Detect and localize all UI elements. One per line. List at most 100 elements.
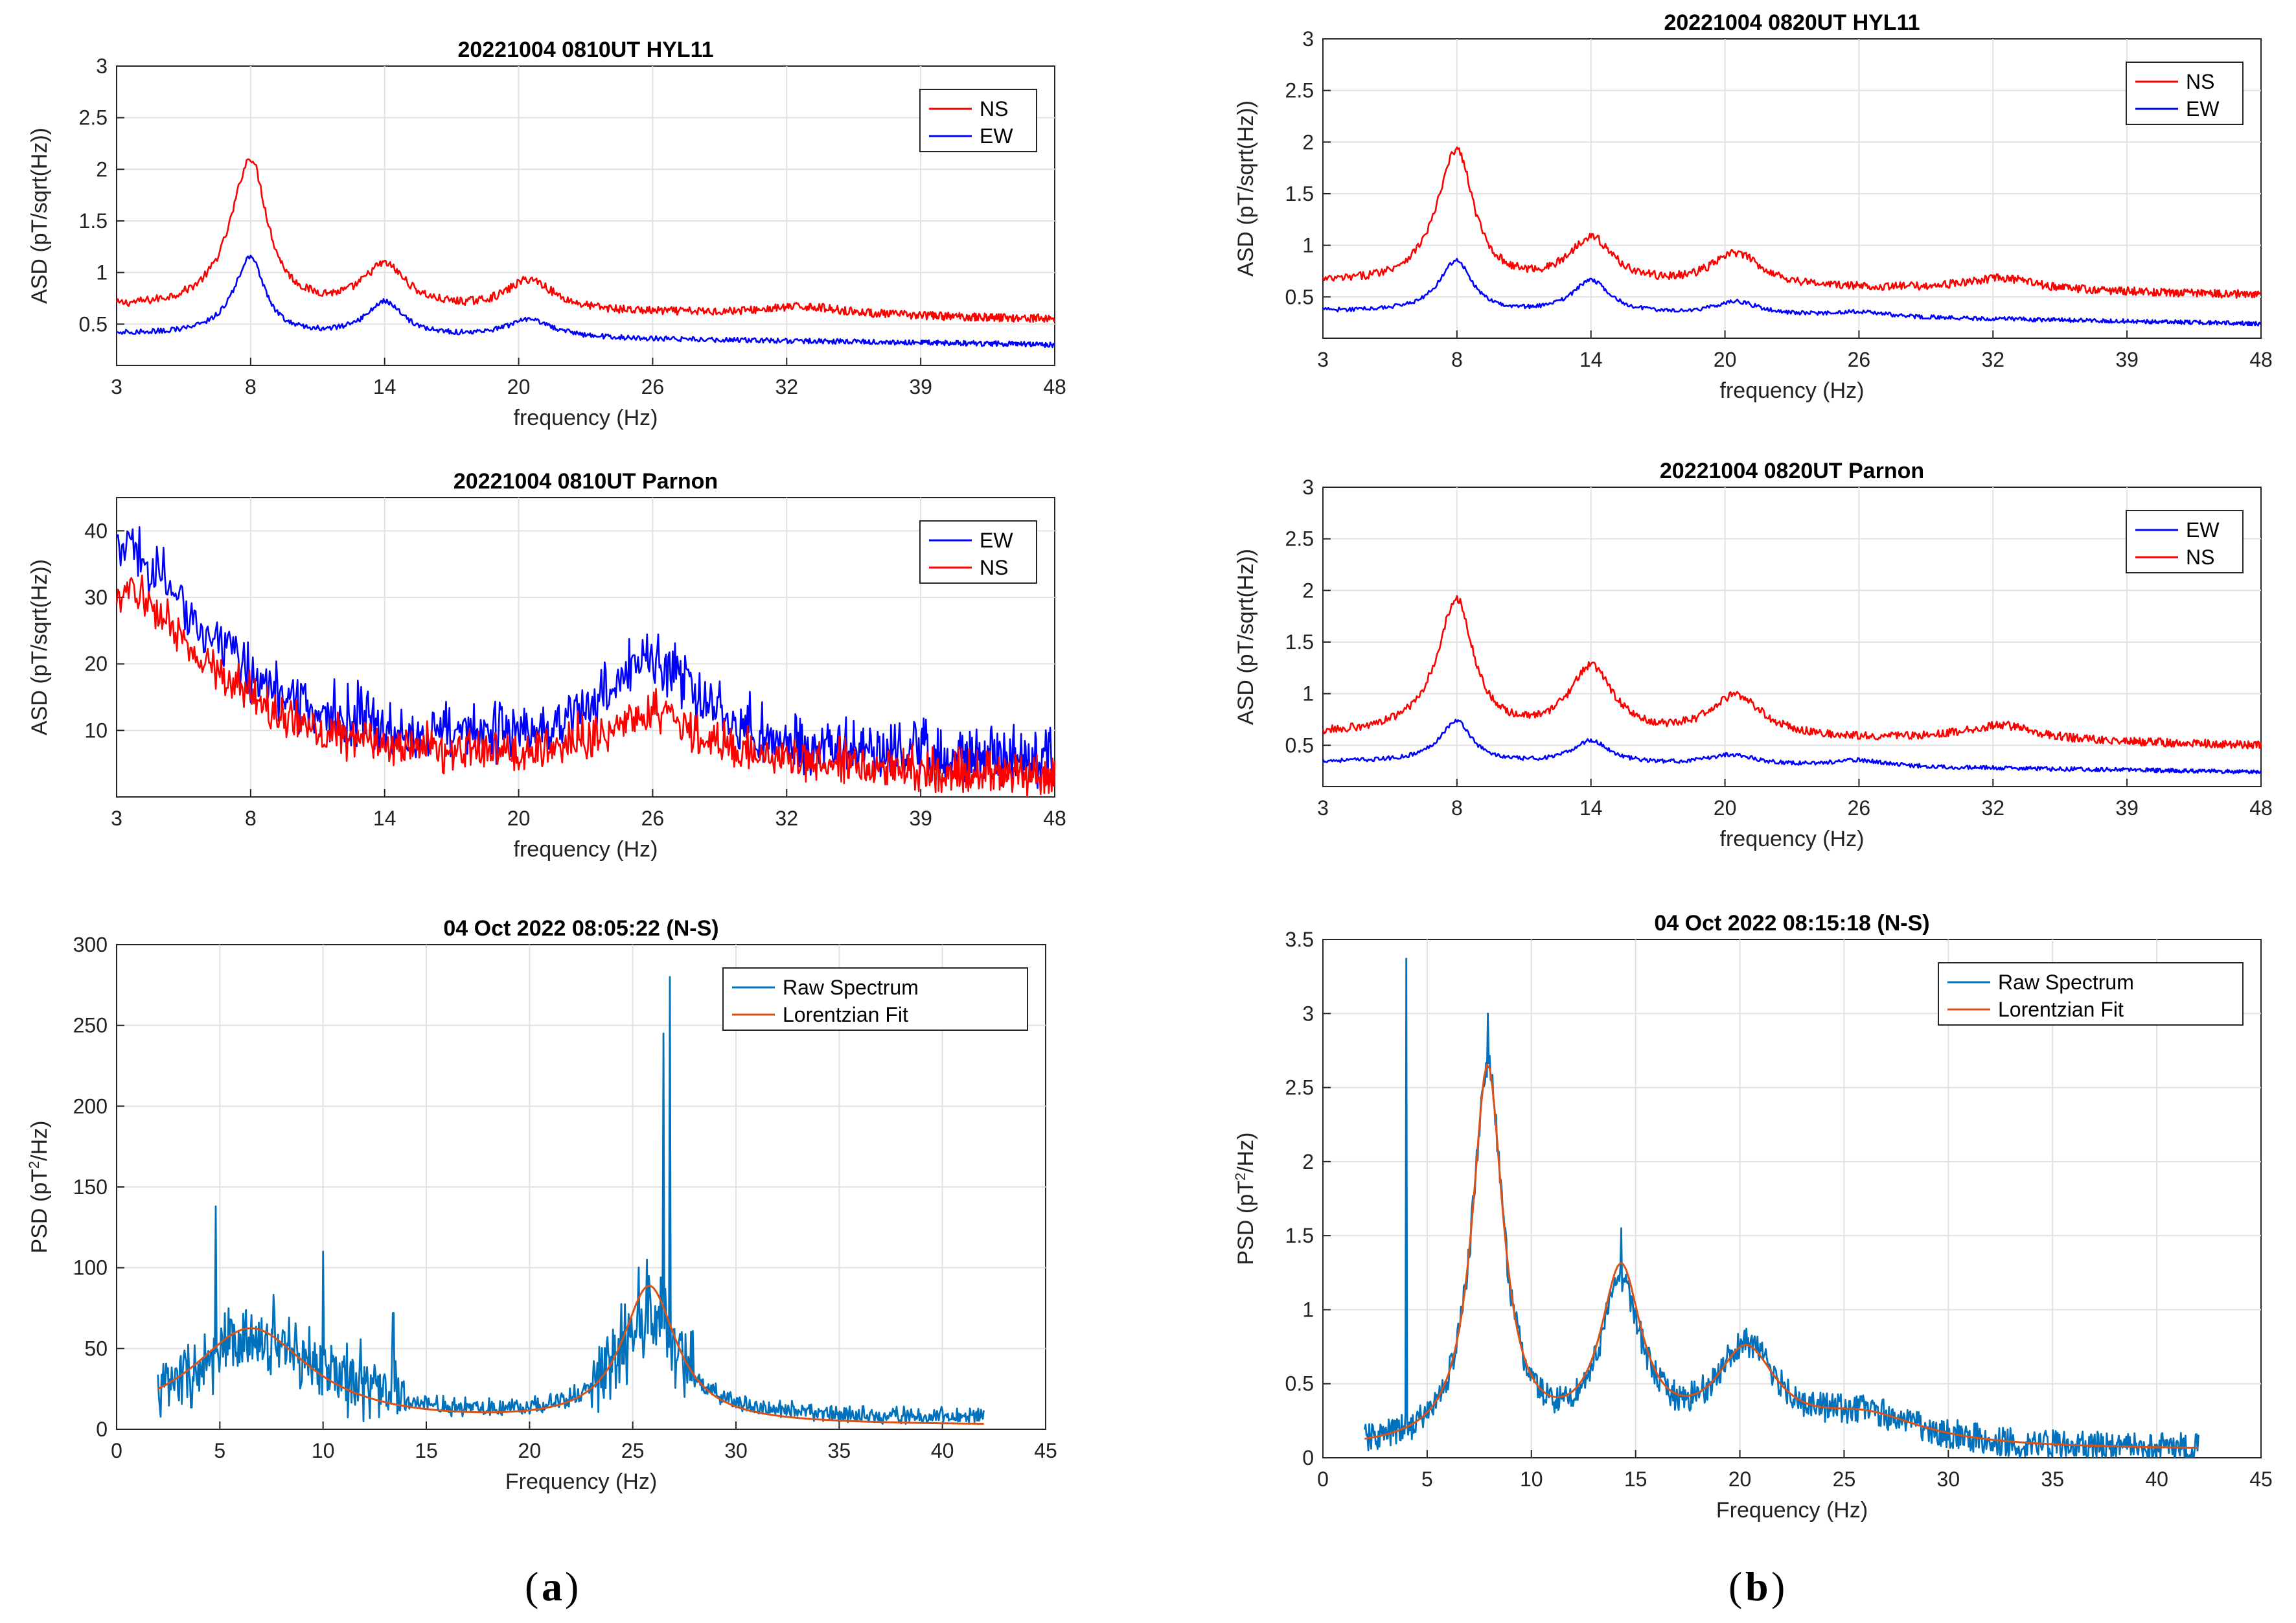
series-line-raw-spectrum [157,976,985,1425]
series-line-ns [1322,595,2262,750]
x-axis-label: Frequency (Hz) [1716,1498,1868,1523]
y-tick-label: 1.5 [1285,1224,1314,1247]
legend: Raw Spectrum Lorentzian Fit [722,967,1028,1031]
x-tick-label: 39 [909,375,932,398]
label-a-open: ( [525,1563,538,1609]
x-tick-label: 14 [373,375,396,398]
y-tick-label: 2 [1302,130,1314,154]
legend: EW NS [919,520,1037,584]
x-tick-label: 26 [1848,796,1871,820]
series-line-ns [115,574,1056,798]
y-tick-label: 1 [1302,1298,1314,1321]
y-tick-label: 250 [73,1014,108,1037]
y-tick-label: 3.5 [1285,928,1314,951]
series-line-lorentzian-fit [1364,1063,2199,1449]
y-tick-label: 0.5 [1285,733,1314,757]
legend: Raw Spectrum Lorentzian Fit [1938,962,2244,1026]
x-tick-label: 45 [1034,1439,1057,1462]
label-b: b [1745,1563,1769,1609]
x-tick-label: 15 [415,1439,438,1462]
legend-entry-raw-spectrum: Raw Spectrum [1998,971,2134,994]
y-axis-label: ASD (pT/sqrt(Hz)) [27,128,52,304]
legend-entry-ns: NS [2186,70,2214,93]
y-tick-label: 0.5 [79,312,108,336]
y-tick-label: 200 [73,1094,108,1118]
y-tick-label: 20 [84,652,108,676]
x-tick-label: 45 [2249,1468,2273,1491]
x-tick-label: 40 [931,1439,954,1462]
y-tick-label: 0.5 [1285,1372,1314,1396]
x-axis-label: Frequency (Hz) [505,1469,657,1494]
chart-b-psd-081518: 0 5 10 15 20 25 30 35 40 45 0 0.5 1 1.5 2 2.5 3 3.5 04 Oct… [1232,911,2273,1523]
x-tick-label: 35 [2041,1468,2064,1491]
x-tick-label: 5 [214,1439,225,1462]
y-tick-label: 1.5 [1285,182,1314,205]
series-line-ns [1322,146,2262,299]
y-tick-label: 50 [84,1337,108,1360]
chart-title: 20221004 0810UT Parnon [453,469,718,494]
x-tick-label: 30 [724,1439,748,1462]
legend-entry-ew: EW [980,124,1013,148]
y-axis-label: PSD (pT2/Hz) [26,1121,52,1254]
x-tick-label: 0 [1317,1468,1329,1491]
chart-a-parnon-0810: 3 8 14 20 26 32 39 48 10 20 30 40 20221004 0810UT Pa… [27,469,1066,862]
legend-entry-ew: EW [2186,518,2220,542]
y-axis-label: ASD (pT/sqrt(Hz)) [27,559,52,735]
x-tick-label: 3 [1317,796,1329,820]
y-tick-label: 2 [1302,1150,1314,1173]
legend: EW NS [2126,510,2244,573]
chart-a-hyl11-0810: 3 8 14 20 26 32 39 48 0.5 1 1.5 2 2.5 3 20221004 0810U… [27,38,1066,430]
label-a: a [542,1563,562,1609]
series-line-ew [115,525,1056,789]
x-tick-label: 39 [2115,796,2139,820]
series-line-ew [1322,257,2262,327]
y-tick-label: 2 [1302,579,1314,602]
y-tick-label: 1 [1302,234,1314,257]
legend-entry-lorentzian-fit: Lorentzian Fit [783,1003,908,1026]
y-tick-label: 3 [1302,1002,1314,1025]
x-tick-label: 26 [641,807,665,830]
series-line-ew [116,254,1056,349]
legend-entry-ns: NS [980,97,1008,121]
legend-entry-ns: NS [980,556,1008,579]
y-tick-label: 1.5 [1285,630,1314,654]
y-tick-label: 150 [73,1175,108,1199]
y-tick-label: 3 [96,54,108,78]
x-tick-label: 48 [1043,807,1066,830]
x-tick-label: 3 [1317,348,1329,371]
plot-area-b2 [1322,487,2262,787]
legend-entry-raw-spectrum: Raw Spectrum [783,976,919,999]
x-tick-label: 25 [1833,1468,1856,1491]
x-tick-label: 5 [1421,1468,1433,1491]
chart-title: 20221004 0810UT HYL11 [457,38,713,62]
y-tick-label: 2.5 [1285,527,1314,551]
x-tick-label: 10 [1520,1468,1543,1491]
label-b-close: ) [1771,1563,1785,1609]
x-tick-label: 20 [518,1439,542,1462]
legend-box [919,89,1037,152]
x-tick-label: 32 [1981,796,2004,820]
plot-area-a1 [116,65,1055,366]
x-tick-label: 39 [909,807,932,830]
x-axis-label: frequency (Hz) [514,837,658,862]
x-tick-label: 26 [641,375,665,398]
y-tick-label: 1 [1302,682,1314,706]
legend-box [722,967,1028,1031]
y-tick-label: 3 [1302,27,1314,51]
y-tick-label: 100 [73,1256,108,1280]
x-tick-label: 14 [1579,348,1603,371]
y-axis-label: ASD (pT/sqrt(Hz)) [1234,549,1258,725]
chart-a-psd-080522: 0 5 10 15 20 25 30 35 40 45 0 50 100 150 200 250 300 04 O… [26,916,1057,1494]
x-tick-label: 15 [1624,1468,1647,1491]
chart-title: 04 Oct 2022 08:05:22 (N-S) [443,916,718,941]
x-tick-label: 14 [373,807,396,830]
x-tick-label: 26 [1848,348,1871,371]
x-tick-label: 3 [111,807,122,830]
x-tick-label: 20 [1714,796,1737,820]
y-tick-label: 300 [73,933,108,956]
x-tick-label: 10 [312,1439,335,1462]
x-tick-label: 20 [1714,348,1737,371]
legend-box [2126,62,2244,125]
x-tick-label: 32 [775,375,798,398]
